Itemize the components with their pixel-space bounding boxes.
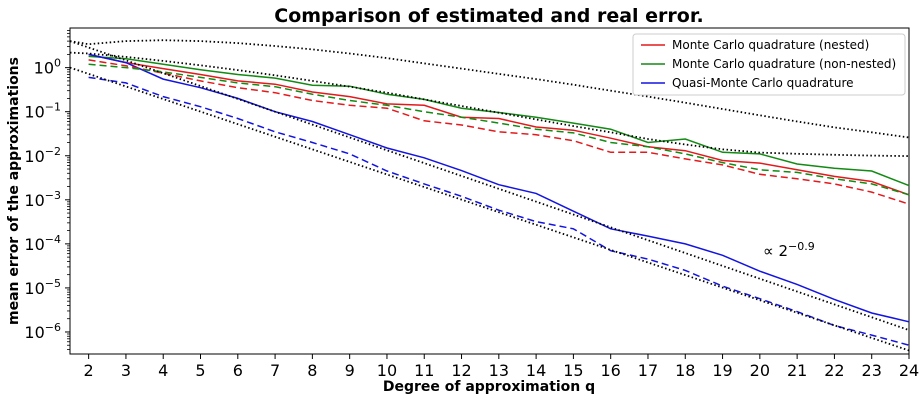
annotation-exponent: −0.9 <box>788 240 815 253</box>
x-tick-label: 23 <box>862 361 882 380</box>
annotation-base: ∝ 2 <box>763 242 788 260</box>
x-tick-label: 3 <box>121 361 131 380</box>
x-tick-label: 14 <box>526 361 546 380</box>
y-tick-label: 10−5 <box>24 277 61 298</box>
series-line-9-dotted <box>69 66 910 352</box>
ticks-layer: 2 3 4 5 6 7 8 9 10 11 12 13 14 15 16 17 18 19 20 21 22 23 2410… <box>24 30 919 380</box>
series-line-6-dotted <box>69 39 910 139</box>
legend-label-nested: Monte Carlo quadrature (nested) <box>672 38 869 52</box>
x-tick-label: 12 <box>451 361 471 380</box>
x-tick-label: 15 <box>563 361 583 380</box>
series-line-4-dashed <box>88 63 910 196</box>
x-tick-label: 22 <box>824 361 844 380</box>
x-tick-label: 16 <box>601 361 621 380</box>
y-tick-label: 100 <box>34 57 61 78</box>
x-tick-label: 2 <box>84 361 94 380</box>
x-axis-label: Degree of approximation q <box>383 379 595 395</box>
y-tick-label: 10−3 <box>24 189 61 210</box>
x-tick-label: 6 <box>233 361 243 380</box>
legend: Monte Carlo quadrature (nested) Monte Ca… <box>632 33 906 96</box>
legend-label-qmc: Quasi-Monte Carlo quadrature <box>672 76 854 90</box>
x-tick-label: 20 <box>750 361 770 380</box>
x-tick-label: 7 <box>270 361 280 380</box>
series-line-7-dotted <box>69 51 910 157</box>
y-tick-label: 10−4 <box>24 233 61 254</box>
legend-box <box>632 33 906 96</box>
y-axis-label: mean error of the approximations <box>6 57 22 325</box>
x-tick-label: 4 <box>158 361 168 380</box>
series-line-0-solid <box>88 53 910 196</box>
x-tick-label: 11 <box>414 361 434 380</box>
plot-area <box>69 27 910 355</box>
x-tick-label: 9 <box>345 361 355 380</box>
x-tick-label: 8 <box>307 361 317 380</box>
x-tick-label: 18 <box>675 361 695 380</box>
series-line-3-dashed <box>88 59 910 205</box>
series-layer <box>69 39 910 352</box>
x-tick-label: 19 <box>712 361 732 380</box>
x-tick-label: 10 <box>377 361 397 380</box>
x-tick-label: 24 <box>899 361 919 380</box>
y-tick-label: 10−1 <box>24 101 61 122</box>
x-tick-label: 13 <box>489 361 509 380</box>
y-tick-label: 10−6 <box>24 321 61 342</box>
annotation: ∝ 2−0.9 <box>763 240 815 260</box>
series-line-5-dashed <box>88 76 910 346</box>
legend-label-non-nested: Monte Carlo quadrature (non-nested) <box>672 57 896 71</box>
x-tick-label: 21 <box>787 361 807 380</box>
x-tick-label: 5 <box>195 361 205 380</box>
y-tick-label: 10−2 <box>24 145 61 166</box>
x-tick-label: 17 <box>638 361 658 380</box>
chart-title: Comparison of estimated and real error. <box>274 5 703 27</box>
